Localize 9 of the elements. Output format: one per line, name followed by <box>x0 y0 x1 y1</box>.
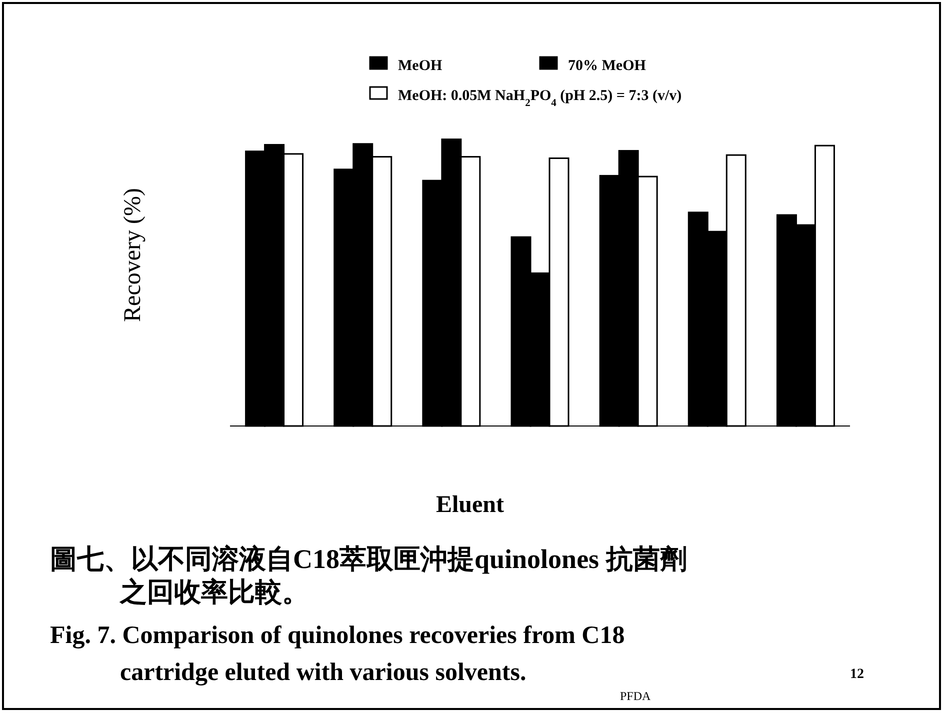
y-axis-title: Recovery (%) <box>120 188 146 322</box>
caption: Fig. 7. Comparison of quinolones recoveries from C18 cartridge eluted with various solvents. <box>50 622 625 686</box>
text: 圖七、以不同溶液自C18萃取匣沖提quinolones 抗菌劑之回收率比較。 <box>50 544 687 607</box>
x-axis-title: Eluent <box>436 492 504 518</box>
legend-label: MeOH <box>398 58 442 74</box>
text: 12 <box>850 667 864 682</box>
text: PFDA <box>620 689 652 703</box>
legend-label: MeOH: 0.05M NaH$_{2}$PO$_{4}$ (pH 2.5) = 7:3 (v/v) <box>398 88 682 108</box>
legend-label: 70% MeOH <box>568 58 646 74</box>
